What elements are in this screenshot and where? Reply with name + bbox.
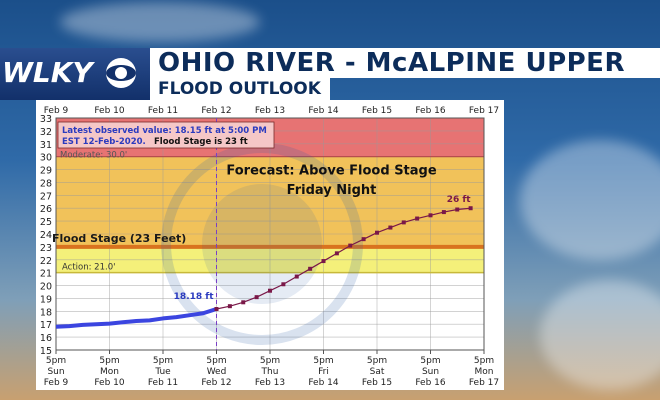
x-tick-date: Feb 13 (255, 378, 285, 388)
x-tick-day: Wed (207, 367, 227, 377)
forecast-point (468, 206, 473, 211)
background-cloud (60, 2, 260, 42)
top-date-label: Feb 12 (201, 106, 231, 116)
observed-value-label: 18.18 ft (174, 292, 215, 302)
x-tick-time: 5pm (367, 356, 387, 366)
forecast-point (388, 225, 393, 230)
x-tick-date: Feb 11 (148, 378, 178, 388)
forecast-point (334, 251, 339, 256)
latest-value-line2b: Flood Stage is 23 ft (154, 137, 248, 147)
y-tick-label: 19 (40, 294, 52, 305)
observed-series-line (55, 307, 218, 329)
x-tick-day: Mon (475, 367, 494, 377)
moderate-stage-label: Moderate: 30.0' (60, 151, 127, 161)
y-tick-label: 31 (40, 140, 52, 151)
background-cloud (520, 140, 660, 260)
y-tick-label: 29 (40, 166, 52, 177)
x-tick-date: Feb 16 (415, 378, 446, 388)
x-tick-time: 5pm (420, 356, 440, 366)
forecast-point (241, 300, 246, 305)
background-cloud (540, 280, 660, 390)
x-tick-time: 5pm (153, 356, 173, 366)
forecast-point (254, 295, 259, 300)
latest-value-line1: Latest observed value: 18.15 ft at 5:00 … (62, 126, 267, 136)
title-band (150, 48, 660, 78)
y-tick-label: 25 (40, 217, 52, 228)
forecast-end-label: 26 ft (447, 195, 472, 205)
forecast-point (428, 213, 433, 218)
page-subtitle: FLOOD OUTLOOK (158, 79, 321, 99)
x-tick-day: Fri (318, 367, 329, 377)
flood-stage-label: Flood Stage (23 Feet) (52, 232, 186, 245)
y-tick-label: 27 (40, 191, 52, 202)
x-tick-day: Tue (154, 367, 171, 377)
x-tick-date: Feb 17 (469, 378, 499, 388)
x-tick-date: Feb 12 (201, 378, 231, 388)
x-tick-day: Sat (370, 367, 385, 377)
x-tick-time: 5pm (474, 356, 494, 366)
latest-value-box (57, 121, 275, 149)
noaa-seal-watermark-inner (202, 184, 322, 304)
y-tick-label: 16 (40, 333, 52, 344)
x-tick-time: 5pm (46, 356, 66, 366)
y-tick-label: 30 (40, 153, 52, 164)
x-tick-time: 5pm (313, 356, 333, 366)
forecast-point (441, 210, 446, 215)
forecast-point (348, 243, 353, 248)
forecast-headline-line1: Forecast: Above Flood Stage (226, 164, 436, 179)
forecast-point (308, 266, 313, 271)
x-tick-time: 5pm (206, 356, 226, 366)
station-logo-text: WLKY (2, 56, 93, 89)
action-stage-label: Action: 21.0' (62, 263, 115, 273)
x-tick-date: Feb 9 (44, 378, 69, 388)
forecast-point (227, 304, 232, 309)
y-tick-label: 33 (40, 114, 52, 125)
forecast-point (455, 207, 460, 212)
y-tick-label: 23 (40, 243, 52, 254)
x-tick-date: Feb 10 (94, 378, 125, 388)
y-tick-label: 18 (40, 307, 52, 318)
y-tick-label: 24 (40, 230, 52, 241)
forecast-point (214, 307, 219, 312)
page-title: OHIO RIVER - McALPINE UPPER (158, 48, 625, 78)
forecast-headline-line2: Friday Night (287, 183, 377, 198)
forecast-point (321, 259, 326, 264)
forecast-point (268, 288, 272, 293)
subtitle-band (150, 78, 330, 100)
top-date-label: Feb 14 (308, 106, 339, 116)
y-tick-label: 21 (40, 269, 52, 280)
x-tick-time: 5pm (260, 356, 280, 366)
forecast-point (375, 230, 379, 235)
forecast-point (294, 274, 299, 279)
forecast-series-line (216, 207, 471, 310)
top-date-label: Feb 9 (44, 106, 69, 116)
y-tick-label: 17 (40, 320, 52, 331)
forecast-point (401, 220, 406, 225)
y-tick-label: 22 (40, 256, 52, 267)
x-tick-time: 5pm (99, 356, 119, 366)
top-date-label: Feb 15 (362, 106, 392, 116)
top-date-label: Feb 13 (255, 106, 285, 116)
forecast-point (281, 282, 286, 287)
x-tick-date: Feb 14 (308, 378, 339, 388)
x-tick-day: Sun (422, 367, 439, 377)
latest-value-line2a: EST 12-Feb-2020. (62, 137, 146, 147)
y-tick-label: 32 (40, 127, 52, 138)
x-tick-day: Mon (100, 367, 119, 377)
forecast-point (361, 237, 366, 242)
y-tick-label: 28 (40, 178, 52, 189)
x-tick-date: Feb 15 (362, 378, 392, 388)
top-date-label: Feb 16 (415, 106, 446, 116)
forecast-point (415, 216, 420, 221)
y-tick-label: 15 (40, 346, 52, 357)
top-date-label: Feb 11 (148, 106, 178, 116)
y-tick-label: 20 (40, 282, 52, 293)
x-tick-day: Sun (47, 367, 64, 377)
top-date-label: Feb 17 (469, 106, 499, 116)
cbs-eye-icon (106, 58, 136, 88)
top-date-label: Feb 10 (94, 106, 125, 116)
x-tick-day: Thu (261, 367, 279, 377)
y-tick-label: 26 (40, 204, 52, 215)
